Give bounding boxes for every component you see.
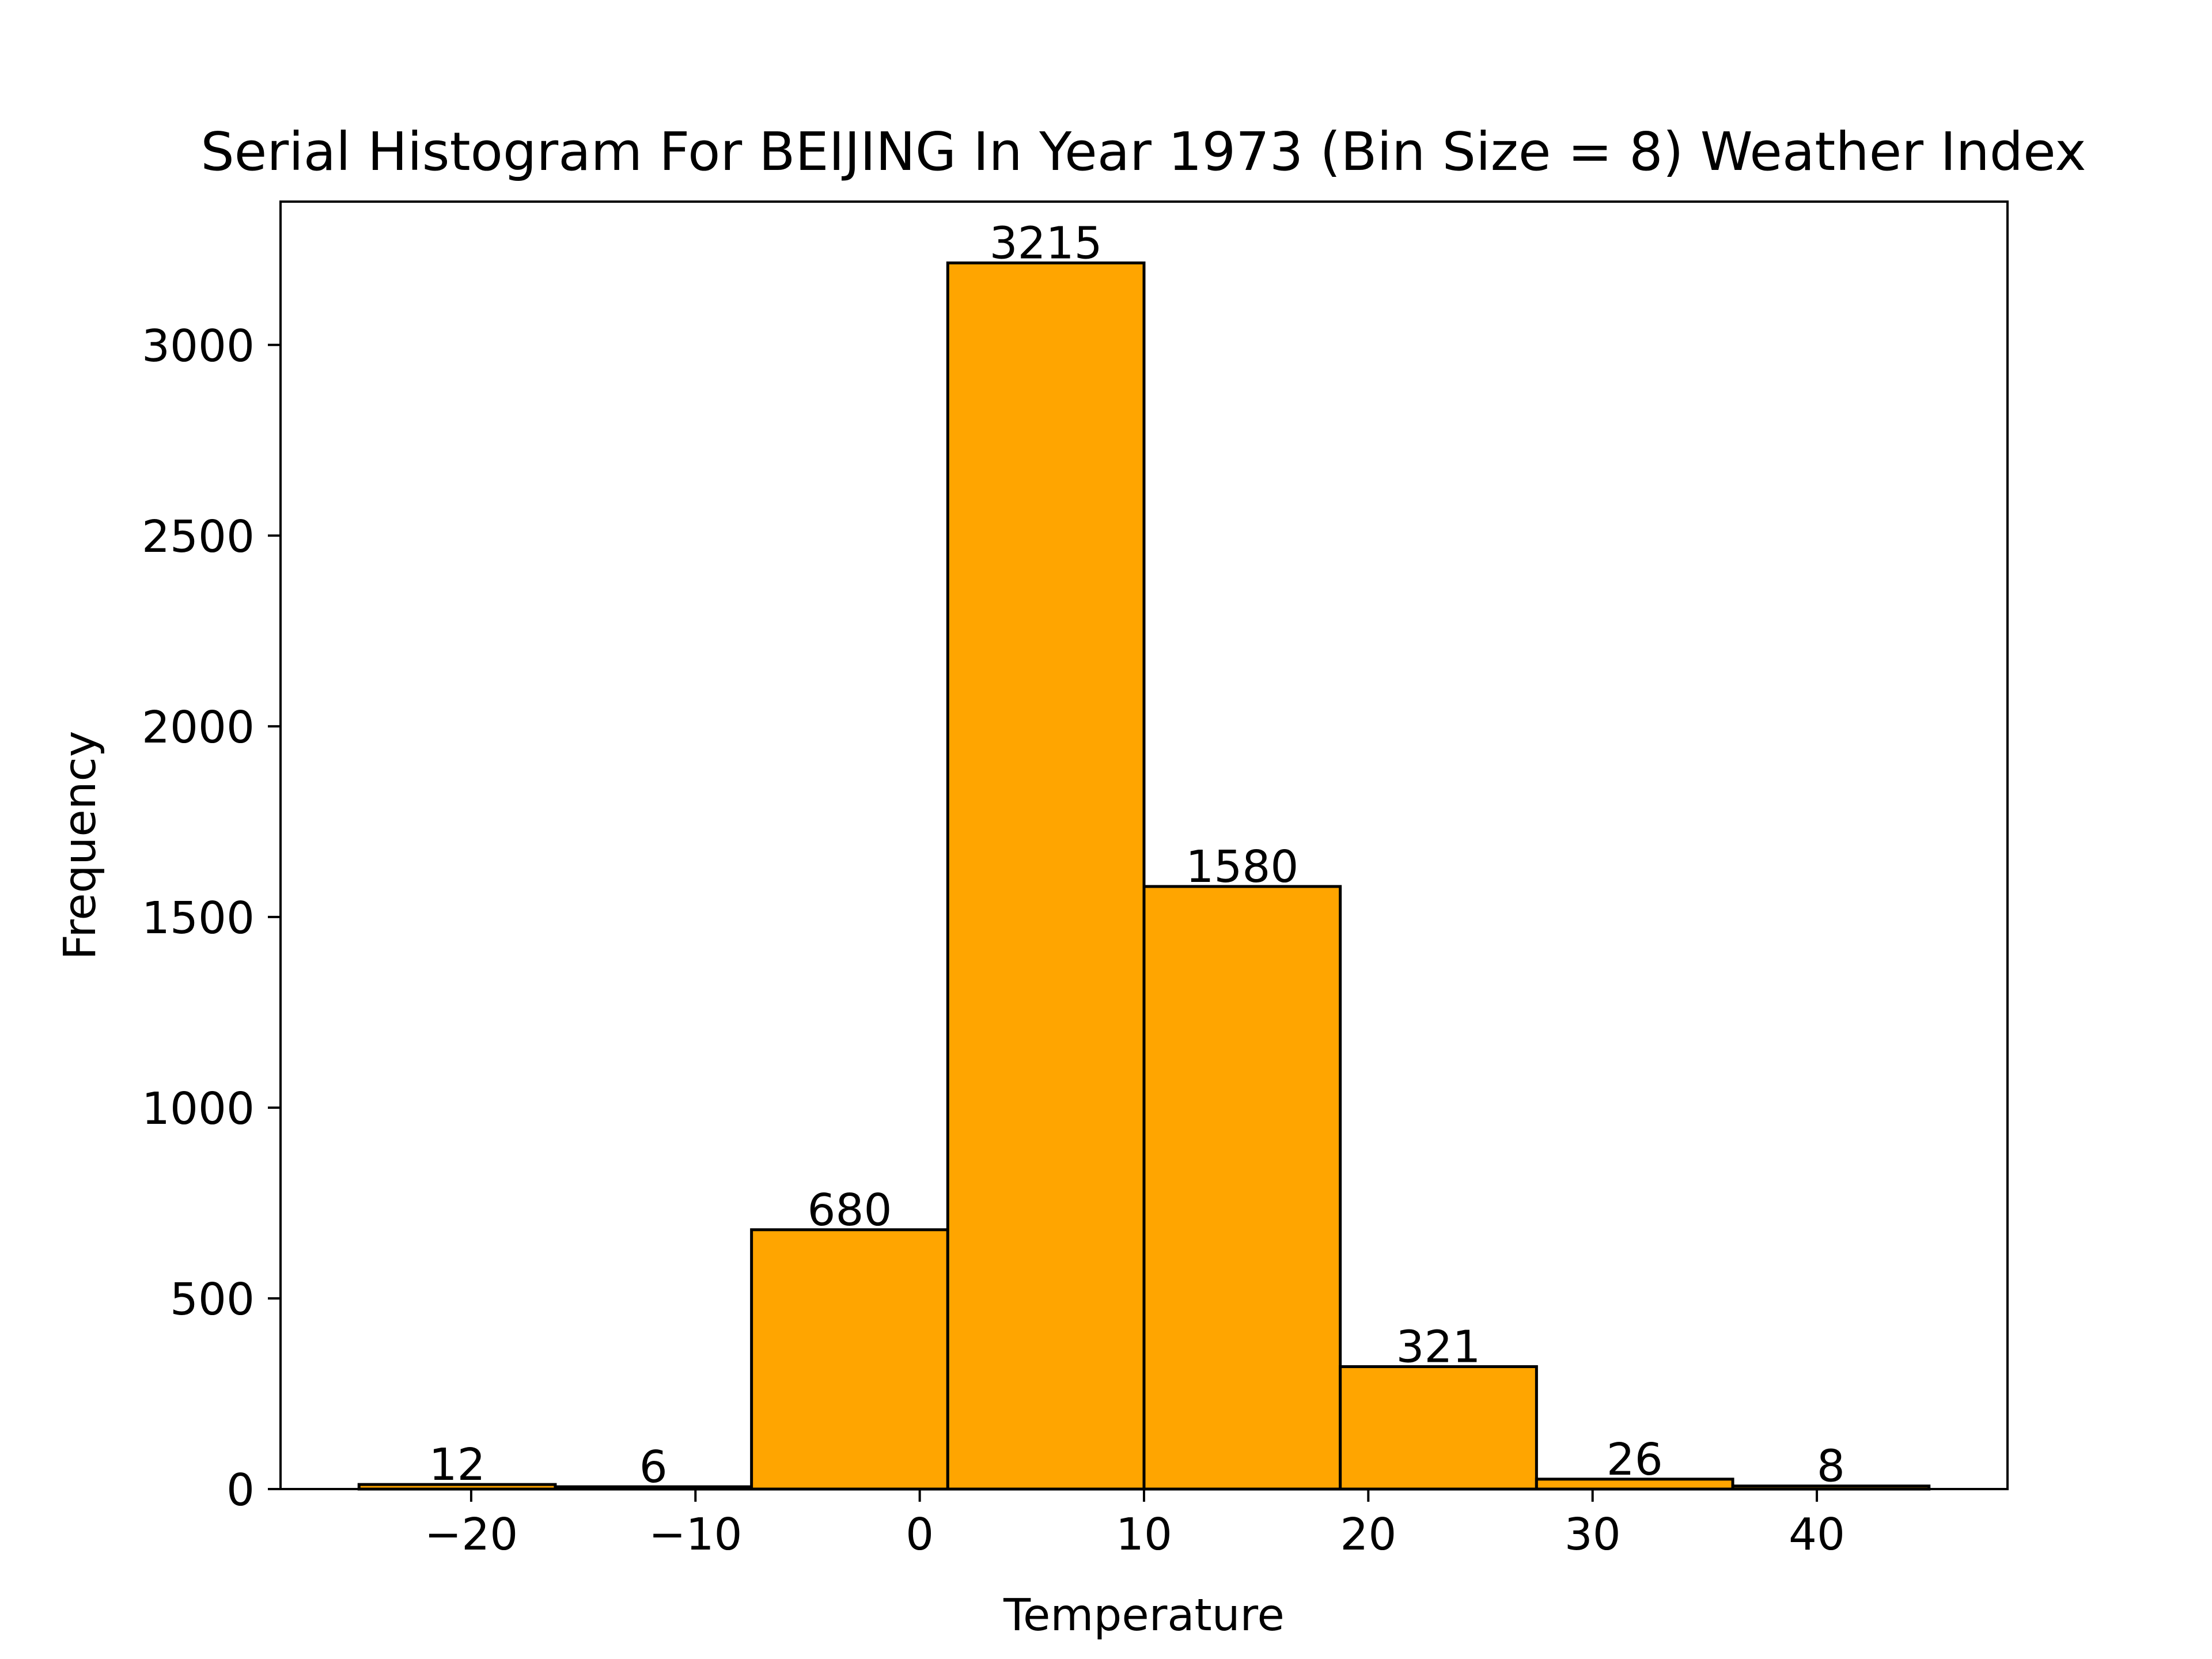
chart-title: Serial Histogram For BEIJING In Year 197… bbox=[200, 121, 2086, 183]
y-tick-label: 2000 bbox=[142, 702, 255, 753]
y-axis-ticks: 0 500 1000 1500 2000 2500 3000 bbox=[142, 321, 281, 1516]
histogram-bar bbox=[1142, 885, 1342, 1491]
histogram-bar bbox=[1339, 1365, 1538, 1491]
y-tick-label: 2500 bbox=[142, 512, 255, 563]
bar-value-label: 26 bbox=[1607, 1434, 1663, 1486]
x-tick-label: 10 bbox=[1116, 1509, 1172, 1560]
y-tick-label: 0 bbox=[226, 1465, 255, 1516]
bars-layer bbox=[357, 261, 1931, 1491]
y-tick-label: 1000 bbox=[142, 1084, 255, 1135]
x-tick-label: 30 bbox=[1565, 1509, 1621, 1560]
bar-value-label: 680 bbox=[807, 1185, 892, 1236]
y-axis-label: Frequency bbox=[55, 731, 106, 960]
bar-value-label: 3215 bbox=[990, 218, 1103, 269]
x-tick-label: −10 bbox=[649, 1509, 743, 1560]
bar-value-label: 12 bbox=[429, 1440, 486, 1491]
x-tick-label: −20 bbox=[425, 1509, 518, 1560]
bar-value-label: 321 bbox=[1396, 1321, 1481, 1373]
y-tick-label: 1500 bbox=[142, 893, 255, 944]
x-tick-label: 0 bbox=[906, 1509, 934, 1560]
bar-value-label: 6 bbox=[639, 1442, 668, 1493]
x-axis-label: Temperature bbox=[1003, 1590, 1285, 1641]
histogram-bar bbox=[750, 1228, 949, 1491]
x-tick-label: 40 bbox=[1789, 1509, 1845, 1560]
y-tick-label: 3000 bbox=[142, 321, 255, 372]
y-tick-label: 500 bbox=[170, 1274, 255, 1325]
bar-value-label: 8 bbox=[1817, 1441, 1845, 1493]
histogram-bar bbox=[946, 261, 1146, 1491]
bar-value-label: 1580 bbox=[1185, 842, 1298, 893]
bar-labels-layer: 12 6 680 3215 1580 321 26 8 bbox=[429, 218, 1845, 1493]
x-tick-label: 20 bbox=[1340, 1509, 1396, 1560]
x-axis-ticks: −20 −10 0 10 20 30 40 bbox=[425, 1489, 1845, 1560]
